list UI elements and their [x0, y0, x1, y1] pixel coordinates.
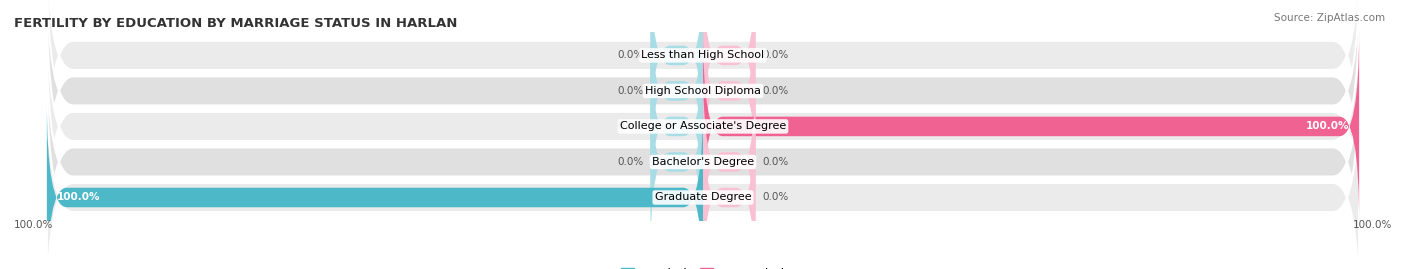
- FancyBboxPatch shape: [651, 30, 703, 223]
- Text: FERTILITY BY EDUCATION BY MARRIAGE STATUS IN HARLAN: FERTILITY BY EDUCATION BY MARRIAGE STATU…: [14, 17, 457, 30]
- FancyBboxPatch shape: [46, 34, 1360, 269]
- FancyBboxPatch shape: [703, 30, 1360, 223]
- Text: 0.0%: 0.0%: [617, 86, 644, 96]
- FancyBboxPatch shape: [651, 65, 703, 259]
- FancyBboxPatch shape: [703, 0, 755, 188]
- Text: College or Associate's Degree: College or Associate's Degree: [620, 121, 786, 132]
- Text: 0.0%: 0.0%: [617, 157, 644, 167]
- Text: 100.0%: 100.0%: [1353, 220, 1392, 229]
- Text: 0.0%: 0.0%: [617, 50, 644, 60]
- Text: Bachelor's Degree: Bachelor's Degree: [652, 157, 754, 167]
- FancyBboxPatch shape: [651, 0, 703, 188]
- FancyBboxPatch shape: [703, 101, 755, 269]
- FancyBboxPatch shape: [46, 101, 703, 269]
- Text: Less than High School: Less than High School: [641, 50, 765, 60]
- Text: 0.0%: 0.0%: [762, 157, 789, 167]
- Text: 100.0%: 100.0%: [1306, 121, 1350, 132]
- Text: 0.0%: 0.0%: [762, 50, 789, 60]
- Text: Graduate Degree: Graduate Degree: [655, 193, 751, 203]
- Text: 0.0%: 0.0%: [762, 193, 789, 203]
- Text: Source: ZipAtlas.com: Source: ZipAtlas.com: [1274, 13, 1385, 23]
- FancyBboxPatch shape: [46, 0, 1360, 218]
- Text: High School Diploma: High School Diploma: [645, 86, 761, 96]
- FancyBboxPatch shape: [46, 0, 1360, 183]
- Text: 0.0%: 0.0%: [762, 86, 789, 96]
- FancyBboxPatch shape: [703, 0, 755, 152]
- Text: 0.0%: 0.0%: [617, 121, 644, 132]
- FancyBboxPatch shape: [651, 0, 703, 152]
- Text: 100.0%: 100.0%: [56, 193, 100, 203]
- FancyBboxPatch shape: [46, 0, 1360, 254]
- Legend: Married, Unmarried: Married, Unmarried: [616, 263, 790, 269]
- FancyBboxPatch shape: [46, 70, 1360, 269]
- Text: 100.0%: 100.0%: [14, 220, 53, 229]
- FancyBboxPatch shape: [703, 65, 755, 259]
